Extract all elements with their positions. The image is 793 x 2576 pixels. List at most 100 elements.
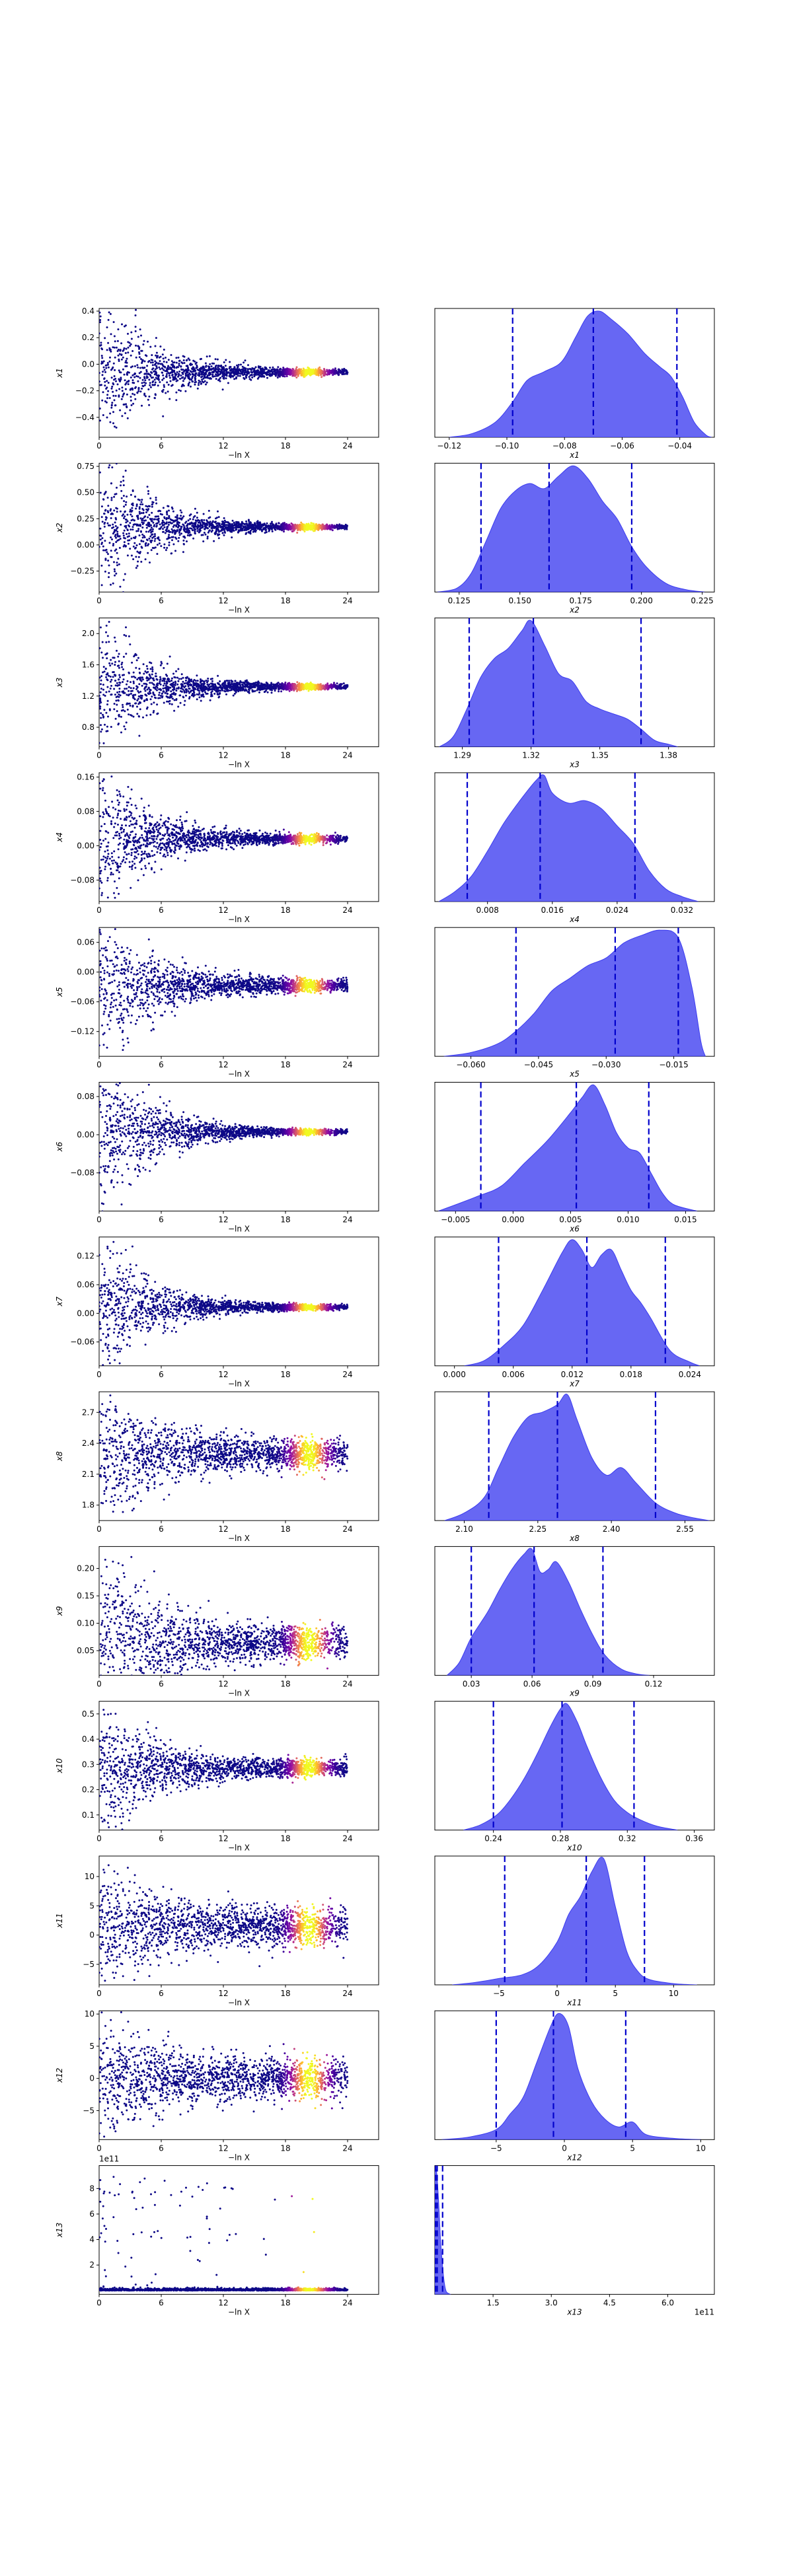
trace-point [116, 511, 118, 513]
trace-point [137, 676, 140, 679]
trace-point [118, 715, 120, 718]
trace-point [159, 381, 161, 383]
trace-point [165, 549, 167, 552]
trace-point [118, 547, 121, 549]
trace-point [123, 392, 126, 395]
trace-point [155, 685, 158, 688]
trace-point [116, 649, 118, 652]
trace-point [170, 371, 172, 373]
trace-point [100, 505, 103, 508]
trace-point [100, 728, 103, 731]
trace-point [108, 690, 110, 693]
trace-point [278, 527, 280, 530]
trace-point [145, 519, 147, 522]
trace-point [196, 369, 199, 371]
trace-point [139, 701, 141, 704]
trace-point [102, 452, 104, 454]
trace-point [170, 536, 173, 538]
trace-point [192, 373, 194, 376]
trace-point [119, 380, 122, 382]
trace-point [188, 531, 191, 534]
trace-point [103, 525, 106, 528]
trace-point [178, 364, 180, 367]
trace-point [207, 376, 209, 379]
trace-point [284, 683, 287, 686]
trace-point [162, 374, 165, 376]
trace-point [136, 678, 139, 680]
trace-point [246, 528, 248, 531]
trace-point [106, 635, 109, 637]
trace-point [150, 541, 153, 544]
trace-point [121, 661, 124, 664]
trace-point [202, 381, 205, 384]
trace-point [203, 522, 206, 524]
trace-point [237, 365, 239, 368]
trace-point [140, 546, 143, 548]
trace-point [118, 394, 120, 397]
trace-point [112, 422, 114, 425]
trace-point [157, 712, 159, 715]
trace-point [151, 359, 154, 361]
posterior-xlabel: x1 [569, 450, 580, 460]
trace-point [104, 559, 107, 561]
trace-point [227, 521, 229, 524]
trace-point [167, 525, 169, 528]
trace-point [141, 362, 143, 364]
trace-point [167, 384, 170, 386]
trace-point [145, 373, 147, 375]
trace-point [130, 396, 132, 398]
trace-point [145, 508, 148, 511]
trace-point [252, 524, 255, 526]
trace-point [108, 564, 110, 567]
trace-point [112, 346, 114, 349]
trace-point [280, 527, 282, 530]
trace-point [279, 370, 282, 373]
y-tick-label: −0.25 [70, 567, 94, 576]
trace-point [141, 694, 143, 697]
trace-point [128, 539, 131, 542]
trace-point [210, 365, 213, 368]
trace-point [272, 524, 274, 526]
trace-point [177, 373, 180, 375]
trace-point [207, 365, 209, 368]
trace-point [196, 517, 198, 519]
trace-point [183, 355, 186, 358]
trace-point [156, 686, 159, 689]
trace-point [136, 364, 139, 367]
trace-point [145, 707, 148, 710]
trace-point [167, 505, 169, 507]
trace-point [136, 705, 138, 708]
trace-point [120, 376, 122, 379]
trace-point [178, 678, 180, 680]
trace-point [172, 692, 174, 695]
trace-point [183, 682, 186, 685]
trace-point [160, 688, 162, 691]
trace-point [118, 353, 121, 355]
trace-point [171, 363, 173, 366]
trace-point [106, 703, 108, 705]
trace-point [123, 544, 126, 546]
trace-point [101, 520, 104, 523]
trace-point [161, 371, 163, 374]
trace-point [133, 547, 136, 550]
trace-point [196, 680, 199, 682]
trace-point [114, 661, 116, 663]
trace-point [211, 684, 214, 686]
trace-point [100, 675, 103, 678]
trace-point [313, 530, 315, 532]
trace-point [99, 419, 101, 422]
trace-point [177, 668, 180, 670]
trace-point [120, 342, 123, 345]
trace-point [148, 360, 151, 362]
trace-point [106, 686, 109, 688]
trace-point [175, 699, 178, 701]
trace-point [185, 359, 188, 362]
trace-point [145, 671, 148, 674]
trace-point [192, 524, 194, 527]
trace-point [129, 548, 132, 550]
trace-point [111, 466, 114, 469]
trace-point [127, 702, 130, 705]
trace-point [187, 384, 190, 386]
trace-point [102, 742, 105, 744]
trace-point [135, 530, 138, 532]
